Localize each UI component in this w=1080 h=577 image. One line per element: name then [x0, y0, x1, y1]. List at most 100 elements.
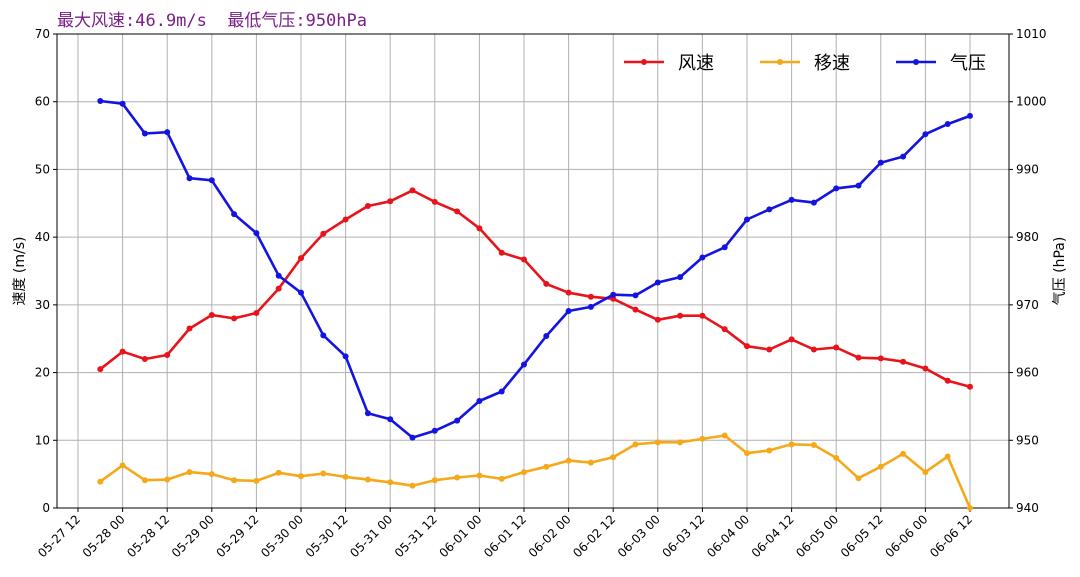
data-point-气压 [922, 131, 929, 138]
data-point-风速 [721, 326, 728, 333]
data-point-移速 [298, 473, 304, 480]
data-point-风速 [454, 208, 461, 215]
grid-layer [57, 34, 1009, 508]
data-point-气压 [521, 361, 527, 368]
data-point-气压 [788, 196, 795, 203]
y-axis-left-label: 速度 (m/s) [12, 236, 28, 305]
data-point-移速 [231, 477, 238, 484]
data-point-移速 [654, 439, 661, 446]
data-point-气压 [587, 303, 594, 310]
series-layer [97, 98, 973, 511]
data-point-风速 [275, 285, 282, 292]
data-point-气压 [610, 291, 617, 298]
data-point-风速 [342, 216, 349, 223]
data-point-移速 [967, 505, 973, 511]
data-point-移速 [431, 477, 438, 484]
x-tick-label: 06-06 12 [927, 512, 975, 560]
data-point-气压 [543, 333, 550, 340]
chart-legend: 风速 移速 气压 [624, 53, 986, 74]
x-tick-label: 05-27 12 [35, 512, 83, 560]
data-point-气压 [298, 289, 304, 296]
data-point-移速 [364, 476, 371, 483]
data-point-气压 [833, 185, 840, 192]
data-point-气压 [900, 153, 907, 160]
data-point-气压 [744, 216, 750, 223]
y-right-tick-label: 980 [1016, 230, 1039, 244]
data-point-风速 [231, 315, 238, 322]
data-point-移速 [587, 459, 594, 466]
legend-marker-移速 [777, 59, 783, 65]
data-point-气压 [632, 292, 639, 299]
data-point-气压 [944, 121, 951, 128]
y-right-tick-label: 950 [1016, 433, 1039, 447]
data-point-移速 [208, 471, 215, 478]
legend-marker-气压 [913, 59, 919, 65]
x-tick-label: 06-01 12 [481, 512, 529, 560]
y-right-tick-label: 960 [1016, 366, 1039, 380]
data-point-移速 [610, 454, 617, 461]
data-point-风速 [833, 344, 840, 351]
x-tick-label: 06-06 00 [882, 512, 930, 560]
data-point-风速 [253, 309, 260, 316]
data-point-气压 [454, 417, 461, 424]
y-left-tick-label: 20 [35, 366, 50, 380]
data-point-移速 [253, 477, 260, 484]
data-point-风速 [855, 354, 862, 361]
data-point-气压 [119, 100, 126, 107]
data-point-气压 [877, 159, 884, 166]
x-tick-label: 06-04 00 [704, 512, 752, 560]
data-point-气压 [97, 98, 104, 105]
data-point-风速 [967, 383, 973, 390]
data-point-风速 [119, 348, 126, 355]
plot-frame [56, 33, 1010, 509]
y-left-tick-label: 70 [35, 27, 50, 41]
data-point-气压 [498, 388, 505, 395]
series-line-气压 [100, 99, 971, 439]
data-point-气压 [967, 112, 973, 119]
data-point-风速 [431, 198, 438, 205]
data-point-移速 [677, 439, 684, 446]
x-tick-label: 05-28 00 [80, 512, 128, 560]
data-point-移速 [164, 476, 171, 483]
data-point-移速 [632, 441, 639, 448]
data-point-风速 [364, 202, 371, 209]
data-point-移速 [721, 432, 728, 439]
data-point-移速 [141, 477, 148, 484]
data-point-风速 [141, 356, 148, 363]
y-left-tick-label: 40 [35, 230, 50, 244]
y-right-tick-label: 1010 [1016, 27, 1047, 41]
data-point-移速 [565, 457, 572, 464]
x-tick-label: 06-01 00 [436, 512, 484, 560]
data-point-移速 [186, 469, 193, 476]
series-line-风速 [99, 189, 971, 389]
legend-label-移速: 移速 [814, 53, 850, 74]
data-point-移速 [320, 470, 327, 477]
data-point-风速 [498, 249, 505, 256]
data-point-移速 [476, 472, 483, 479]
x-tick-label: 06-05 12 [838, 512, 886, 560]
data-point-移速 [900, 450, 907, 457]
data-point-风速 [699, 312, 706, 319]
data-point-风速 [298, 255, 304, 262]
x-tick-label: 05-29 12 [213, 512, 261, 560]
data-point-移速 [810, 442, 817, 449]
x-tick-label: 06-03 00 [615, 512, 663, 560]
data-point-气压 [654, 279, 661, 286]
data-point-移速 [744, 450, 750, 457]
data-point-气压 [364, 410, 371, 417]
data-point-风速 [877, 355, 884, 362]
data-point-风速 [543, 280, 550, 287]
chart-headline: 最大风速:46.9m/s 最低气压:950hPa [57, 11, 367, 31]
x-tick-label: 06-05 00 [793, 512, 841, 560]
data-point-风速 [632, 306, 639, 313]
y-right-tick-label: 990 [1016, 162, 1039, 176]
data-point-移速 [342, 473, 349, 480]
data-point-风速 [521, 256, 527, 263]
data-point-移速 [387, 479, 394, 486]
data-point-移速 [119, 462, 126, 469]
x-tick-label: 05-30 12 [303, 512, 351, 560]
x-tick-label: 06-04 12 [749, 512, 797, 560]
data-point-移速 [855, 475, 862, 482]
data-point-风速 [97, 366, 104, 373]
